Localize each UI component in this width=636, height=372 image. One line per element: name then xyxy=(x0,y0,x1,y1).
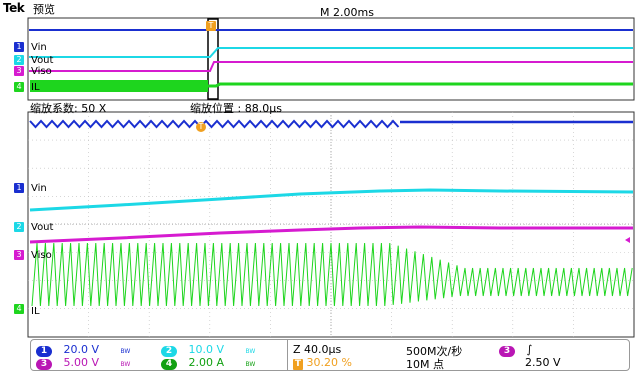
status-divider xyxy=(287,340,288,370)
main-ch2-label: Vout xyxy=(31,222,54,233)
main-ch1-marker[interactable]: 1 xyxy=(14,183,24,193)
sample-rate[interactable]: 500M次/秒 xyxy=(406,345,463,358)
ch3-chip: 3 xyxy=(36,359,52,370)
trace-il xyxy=(31,242,633,307)
status-bar: 1 20.0 V BW 2 10.0 V BW 3 5.00 V BW 4 2.… xyxy=(30,339,630,371)
overview-ch3-label: Viso xyxy=(31,66,52,77)
main-ch3-marker[interactable]: 3 xyxy=(14,250,24,260)
ch3-status[interactable]: 3 5.00 V BW xyxy=(36,356,130,370)
trigger-settings[interactable]: 3 ∫ xyxy=(499,343,532,357)
trace-viso xyxy=(29,225,633,244)
ch3-scale: 5.00 V xyxy=(63,356,100,369)
ch1-bw-icon: BW xyxy=(120,348,131,355)
overview-trigger-marker[interactable]: T xyxy=(206,21,216,31)
zoom-window-box[interactable] xyxy=(207,18,219,100)
ch4-status[interactable]: 4 2.00 A BW xyxy=(161,356,255,370)
ch4-bw-icon: BW xyxy=(245,361,256,368)
overview-trace-il-block xyxy=(30,80,208,92)
zoom-factor: 缩放系数: 50 X xyxy=(30,102,107,115)
ch2-chip: 2 xyxy=(161,346,177,357)
overview-ch1-label: Vin xyxy=(31,42,47,53)
trigger-level[interactable]: 2.50 V xyxy=(525,356,561,369)
main-ch4-label: IL xyxy=(31,306,40,317)
overview-ch2-marker[interactable]: 2 xyxy=(14,55,24,65)
ch4-chip: 4 xyxy=(161,359,177,370)
brand-logo: Tek xyxy=(3,1,25,15)
overview-ch1-marker[interactable]: 1 xyxy=(14,42,24,52)
trigger-slope-icon: ∫ xyxy=(526,343,533,356)
overview-ch2-label: Vout xyxy=(31,55,54,66)
overview-ch4-marker[interactable]: 4 xyxy=(14,82,24,92)
main-ch3-label: Viso xyxy=(31,250,52,261)
overview-trace-il xyxy=(208,82,633,88)
trigger-source-chip: 3 xyxy=(499,346,515,357)
trigger-position-readout[interactable]: T 30.20 % xyxy=(293,356,352,370)
ch1-chip: 1 xyxy=(36,346,52,357)
zoom-trigger-marker[interactable]: T xyxy=(196,122,206,132)
ch2-bw-icon: BW xyxy=(245,348,256,355)
ch2-scale: 10.0 V xyxy=(188,343,225,356)
overview-trace-viso xyxy=(29,61,633,72)
zoom-scale[interactable]: Z 40.0μs xyxy=(293,343,342,356)
trigger-position: 30.20 % xyxy=(306,356,352,369)
ch3-bw-icon: BW xyxy=(120,361,131,368)
offscreen-marker-icon xyxy=(625,237,630,243)
trace-vout xyxy=(29,188,634,212)
overview-ch3-marker[interactable]: 3 xyxy=(14,66,24,76)
main-ch4-marker[interactable]: 4 xyxy=(14,304,24,314)
ch2-status[interactable]: 2 10.0 V BW xyxy=(161,343,255,357)
overview-ch4-label: IL xyxy=(31,82,40,93)
trace-vin xyxy=(29,119,400,129)
ch1-status[interactable]: 1 20.0 V BW xyxy=(36,343,130,357)
main-ch1-label: Vin xyxy=(31,183,47,194)
timebase-readout: M 2.00ms xyxy=(320,6,374,19)
overview-trace-vout xyxy=(29,47,633,58)
record-length[interactable]: 10M 点 xyxy=(406,358,444,371)
ch1-scale: 20.0 V xyxy=(63,343,100,356)
zoom-position: 缩放位置 : 88.0μs xyxy=(190,102,282,115)
trigger-position-icon: T xyxy=(293,359,303,370)
ch4-scale: 2.00 A xyxy=(188,356,225,369)
mode-label: 预览 xyxy=(33,3,55,16)
main-ch2-marker[interactable]: 2 xyxy=(14,222,24,232)
